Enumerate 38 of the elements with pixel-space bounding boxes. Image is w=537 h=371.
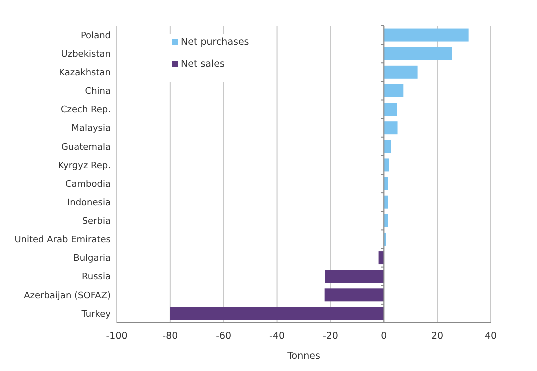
x-tick-label: 20: [432, 331, 444, 342]
x-axis-title: Tonnes: [286, 351, 320, 362]
y-tick-label: Bulgaria: [74, 254, 111, 264]
x-tick-label: -100: [106, 331, 128, 342]
bar: [384, 122, 398, 135]
bar: [384, 158, 390, 172]
y-tick-label: Cambodia: [65, 180, 111, 190]
bar: [384, 28, 469, 42]
y-tick-label: Kazakhstan: [59, 68, 111, 79]
bar: [384, 103, 398, 116]
y-tick-label: Russia: [82, 272, 111, 283]
bar: [384, 66, 418, 79]
y-tick-label: United Arab Emirates: [14, 236, 112, 246]
y-tick-label: Guatemala: [61, 142, 111, 153]
y-tick-label: Serbia: [82, 217, 111, 228]
bar: [324, 288, 384, 302]
y-tick-label: Poland: [80, 31, 111, 42]
bar: [325, 270, 384, 284]
bar: [384, 47, 452, 60]
x-tick-label: -20: [322, 331, 338, 342]
y-tick-label: China: [85, 87, 111, 98]
y-tick-label: Azerbaijan (SOFAZ): [24, 291, 111, 302]
x-tick-label: -60: [216, 331, 232, 342]
x-tick-label: 40: [484, 331, 498, 342]
bar: [384, 84, 404, 98]
y-tick-label: Malaysia: [72, 124, 111, 134]
x-tick-label: -80: [162, 331, 178, 342]
y-tick-label: Turkey: [80, 310, 112, 320]
y-tick-label: Indonesia: [67, 198, 111, 208]
y-tick-label: Uzbekistan: [61, 50, 111, 60]
y-tick-label: Kyrgyz Rep.: [58, 161, 111, 172]
x-tick-label: 0: [381, 331, 388, 342]
legend-label: Net sales: [181, 59, 225, 70]
bar: [170, 307, 384, 320]
y-tick-label: Czech Rep.: [60, 106, 111, 116]
bar: [384, 140, 392, 154]
x-tick-label: -40: [270, 331, 286, 342]
legend-label: Net purchases: [181, 37, 250, 48]
